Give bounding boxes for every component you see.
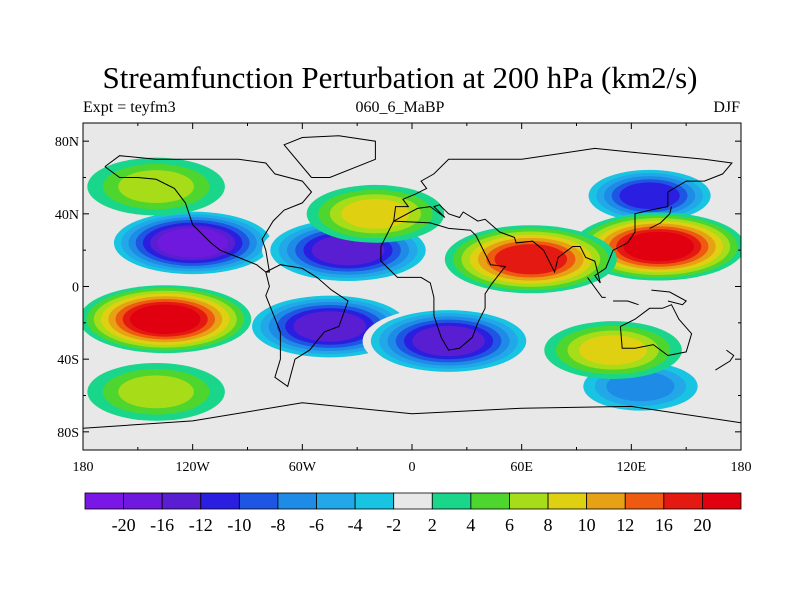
season-label: DJF [713,99,740,116]
colorbar-label: 2 [428,515,437,535]
contour-band [606,371,675,402]
coastline [380,220,507,351]
colorbar-swatch [161,492,202,510]
coastline [587,277,606,298]
contour-feature [83,285,252,354]
contour-band [579,335,648,365]
contour-feature [106,208,279,277]
contour-feature [87,362,225,421]
y-tick-label: 80N [55,135,79,150]
coastline [83,402,741,429]
coastline [265,264,349,388]
subtitle-label: 060_6_MaBP [355,99,445,116]
y-tick-label: 80S [57,426,79,441]
contour-field [83,157,741,421]
coastline [393,147,733,284]
coastline [283,135,376,178]
coastline [104,155,313,273]
contour-feature [544,321,682,379]
colorbar-label: 12 [616,515,634,535]
contour-band [623,231,694,262]
x-tick-label: 120W [176,460,211,475]
colorbar-label: -20 [112,515,136,535]
colorbar-label: 10 [578,515,596,535]
colorbar-swatch [624,492,665,510]
contour-band [412,325,485,357]
colorbar-swatch [509,492,549,510]
colorbar-swatch [702,492,742,510]
colorbar-label: -2 [386,515,401,535]
colorbar-swatch [393,492,433,510]
y-tick-label: 40N [55,208,79,223]
contour-band [130,304,201,334]
x-tick-label: 180 [73,460,94,475]
colorbar-swatch [277,492,317,510]
colorbar-label: 16 [655,515,673,535]
contour-band [619,182,680,209]
colorbar-swatch [431,492,472,510]
experiment-label: Expt = teyfm3 [83,99,176,116]
x-axis: 180 120W 60W 0 60E 120E 180 [73,123,752,475]
colorbar-swatch [663,492,703,510]
colorbar-swatch [238,492,279,510]
contour-feature [87,157,225,216]
y-tick-label: 0 [72,281,79,296]
colorbar-label: -4 [348,515,363,535]
coastline [651,289,688,306]
colorbar: -20 -16 -12 -10 -8 -6 -4 -2 2 4 6 8 10 12 16 20 [84,492,742,535]
colorbar-label: 8 [544,515,553,535]
contour-feature [306,184,445,243]
coastline [649,206,672,229]
contour-feature [444,225,617,294]
contour-band [118,375,194,409]
coastline [619,304,693,357]
contour-band [293,311,367,342]
colorbar-label: 6 [505,515,514,535]
x-tick-label: 180 [731,460,752,475]
y-tick-label: 40S [57,353,79,368]
colorbar-label: 4 [466,515,475,535]
colorbar-swatch [470,492,510,510]
colorbar-label: -10 [227,515,251,535]
contour-band [494,244,568,275]
colorbar-swatch [200,492,240,510]
colorbar-swatch [84,492,124,510]
colorbar-label: -8 [270,515,285,535]
x-tick-label: 120E [617,460,647,475]
colorbar-label: -6 [309,515,324,535]
contour-feature [362,307,535,375]
x-tick-label: 0 [409,460,416,475]
coastline [613,300,639,306]
x-tick-label: 60W [289,460,317,475]
x-tick-label: 60E [510,460,533,475]
colorbar-label: -12 [189,515,213,535]
colorbar-label: -16 [150,515,174,535]
coastline [715,349,735,371]
colorbar-swatch [316,492,356,510]
colorbar-swatch [586,492,626,510]
contour-feature [580,166,719,225]
contour-band [157,228,228,258]
colorbar-swatch [123,492,163,510]
contour-band [341,198,410,229]
colorbar-label: 20 [693,515,711,535]
coastlines [83,135,741,429]
contour-band [118,170,194,204]
y-axis: 80N 40N 0 40S 80S [55,135,741,441]
colorbar-swatch [354,492,395,510]
colorbar-swatch [547,492,588,510]
chart-title: Streamfunction Perturbation at 200 hPa (… [102,60,698,95]
contour-band [311,235,385,266]
